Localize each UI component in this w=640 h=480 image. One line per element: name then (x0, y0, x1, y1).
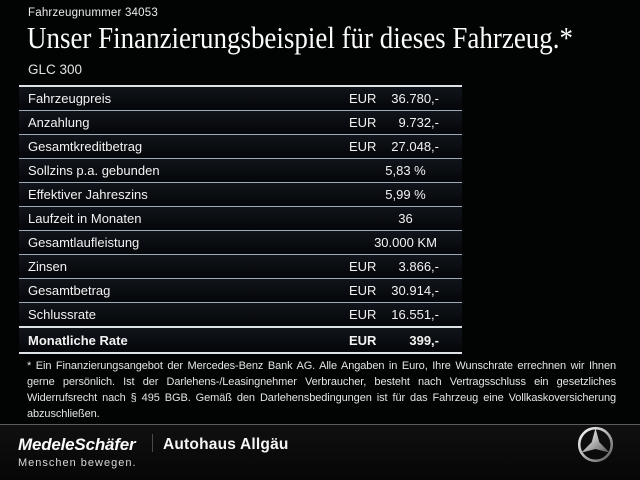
row-value: 36 (398, 211, 413, 226)
footer-divider (0, 424, 640, 425)
table-row-monatliche-rate: Monatliche Rate EUR 399,- (19, 326, 462, 354)
dealer-name: Autohaus Allgäu (163, 436, 289, 453)
dealer-slogan: Menschen bewegen. (18, 457, 137, 469)
row-currency: EUR (349, 283, 377, 298)
table-row-laufzeit: Laufzeit in Monaten 36 (19, 207, 462, 231)
row-value: 9.732,- (398, 115, 439, 130)
row-value: 30.914,- (391, 283, 439, 298)
vehicle-model: GLC 300 (28, 62, 83, 77)
row-currency: EUR (349, 139, 377, 154)
row-label: Sollzins p.a. gebunden (28, 163, 160, 178)
row-label: Schlussrate (28, 307, 96, 322)
row-currency: EUR (349, 115, 377, 130)
table-row-anzahlung: Anzahlung EUR 9.732,- (19, 111, 462, 135)
footnote-text: * Ein Finanzierungsangebot der Mercedes-… (27, 360, 616, 420)
page-title: Unser Finanzierungsbeispiel für dieses F… (27, 20, 574, 55)
row-label: Laufzeit in Monaten (28, 211, 142, 226)
row-label: Gesamtkreditbetrag (28, 139, 143, 154)
row-label: Zinsen (28, 259, 68, 274)
table-row-zinsen: Zinsen EUR 3.866,- (19, 255, 462, 279)
footer: MedeleSchäfer Autohaus Allgäu Menschen b… (0, 425, 640, 480)
row-value: 36.780,- (391, 91, 439, 106)
table-row-gesamtkreditbetrag: Gesamtkreditbetrag EUR 27.048,- (19, 135, 462, 159)
table-row-gesamtbetrag: Gesamtbetrag EUR 30.914,- (19, 279, 462, 303)
row-label: Monatliche Rate (28, 332, 128, 348)
dealer-logo: MedeleSchäfer (18, 435, 136, 454)
mercedes-star-icon (577, 426, 614, 463)
row-value: 16.551,- (391, 307, 439, 322)
row-label: Anzahlung (28, 115, 90, 130)
row-value: 5,83 % (385, 163, 426, 178)
finance-table: Fahrzeugpreis EUR 36.780,- Anzahlung EUR… (19, 85, 462, 354)
table-row-sollzins: Sollzins p.a. gebunden 5,83 % (19, 159, 462, 183)
row-value: 3.866,- (398, 259, 439, 274)
row-value: 5,99 % (385, 187, 426, 202)
row-currency: EUR (349, 91, 377, 106)
row-currency: EUR (349, 332, 377, 348)
row-label: Fahrzeugpreis (28, 91, 112, 106)
vehicle-number: Fahrzeugnummer 34053 (28, 7, 158, 19)
row-label: Gesamtbetrag (28, 283, 111, 298)
row-value: 30.000 KM (374, 235, 437, 250)
row-label: Gesamtlaufleistung (28, 235, 140, 250)
row-currency: EUR (349, 307, 377, 322)
row-currency: EUR (349, 259, 377, 274)
footer-vertical-divider (152, 434, 153, 452)
table-row-fahrzeugpreis: Fahrzeugpreis EUR 36.780,- (19, 87, 462, 111)
row-label: Effektiver Jahreszins (28, 187, 148, 202)
table-row-effektiver-jahreszins: Effektiver Jahreszins 5,99 % (19, 183, 462, 207)
row-value: 399,- (409, 332, 439, 348)
table-row-schlussrate: Schlussrate EUR 16.551,- (19, 303, 462, 326)
row-value: 27.048,- (391, 139, 439, 154)
table-row-gesamtlaufleistung: Gesamtlaufleistung 30.000 KM (19, 231, 462, 255)
